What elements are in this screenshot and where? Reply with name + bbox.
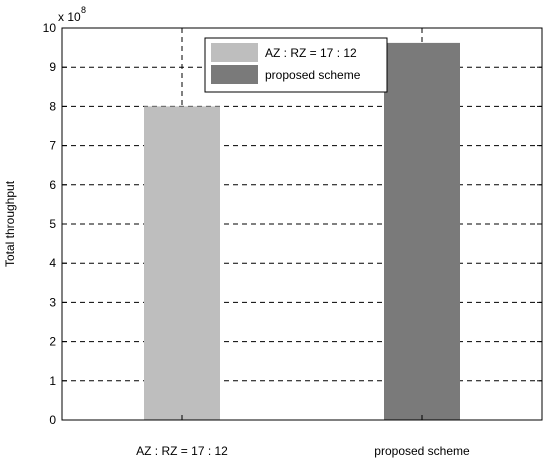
y-tick-label: 5 [49,217,56,231]
x-axis-ticks: AZ : RZ = 17 : 12 proposed scheme [136,415,470,458]
x-tick-label: proposed scheme [374,444,470,458]
y-tick-label: 1 [49,374,56,388]
y-tick-label: 6 [49,178,56,192]
y-tick-label: 3 [49,295,56,309]
y-tick-label: 10 [43,21,57,35]
x-tick-label: AZ : RZ = 17 : 12 [136,444,228,458]
y-tick-label: 2 [49,335,56,349]
bar-0-0 [144,106,220,421]
y-exponent-power: 8 [81,5,86,15]
legend-label: proposed scheme [265,68,361,82]
y-axis-ticks: 0 1 2 3 4 5 6 7 8 9 10 [43,21,542,427]
legend-swatch [211,65,258,84]
legend-swatch [211,43,258,62]
y-tick-label: 8 [49,99,56,113]
y-tick-label: 4 [49,256,56,270]
y-tick-label: 7 [49,139,56,153]
y-tick-label: 0 [49,413,56,427]
legend-label: AZ : RZ = 17 : 12 [265,46,357,60]
y-exponent: x 10 8 [58,5,86,24]
legend: AZ : RZ = 17 : 12 proposed scheme [204,37,388,93]
y-exponent-base: x 10 [58,10,81,24]
y-axis-label: Total throughput [3,180,17,267]
y-tick-label: 9 [49,60,56,74]
bar-1-1 [384,42,460,421]
bars [144,42,460,421]
